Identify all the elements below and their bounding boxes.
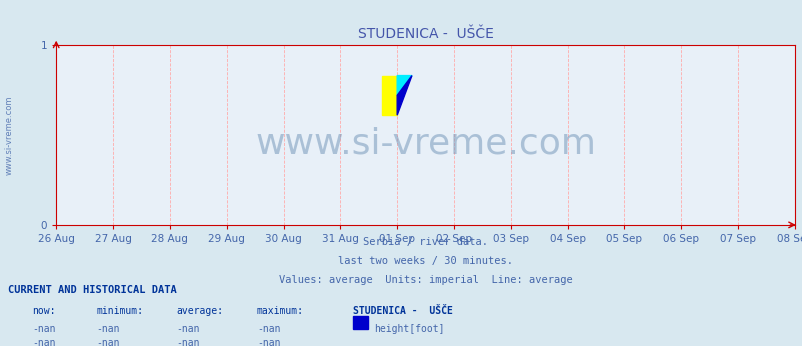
Text: now:: now: (32, 306, 55, 316)
Text: www.si-vreme.com: www.si-vreme.com (5, 95, 14, 175)
Title: STUDENICA -  UŠČE: STUDENICA - UŠČE (357, 27, 493, 41)
Text: www.si-vreme.com: www.si-vreme.com (255, 127, 595, 161)
Polygon shape (382, 75, 397, 115)
Text: -nan: -nan (96, 338, 119, 346)
Text: maximum:: maximum: (257, 306, 304, 316)
Text: STUDENICA -  UŠČE: STUDENICA - UŠČE (353, 306, 452, 316)
Polygon shape (397, 75, 411, 115)
Text: average:: average: (176, 306, 224, 316)
Text: Serbia / river data.: Serbia / river data. (363, 237, 488, 247)
Text: height[foot]: height[foot] (374, 324, 444, 334)
Polygon shape (397, 75, 411, 95)
Text: CURRENT AND HISTORICAL DATA: CURRENT AND HISTORICAL DATA (8, 285, 176, 295)
Text: -nan: -nan (257, 338, 280, 346)
Text: last two weeks / 30 minutes.: last two weeks / 30 minutes. (338, 256, 512, 266)
Text: -nan: -nan (176, 338, 200, 346)
Text: -nan: -nan (32, 338, 55, 346)
Text: -nan: -nan (96, 324, 119, 334)
Text: -nan: -nan (176, 324, 200, 334)
Text: -nan: -nan (257, 324, 280, 334)
Text: Values: average  Units: imperial  Line: average: Values: average Units: imperial Line: av… (278, 275, 572, 285)
Text: minimum:: minimum: (96, 306, 144, 316)
Text: -nan: -nan (32, 324, 55, 334)
